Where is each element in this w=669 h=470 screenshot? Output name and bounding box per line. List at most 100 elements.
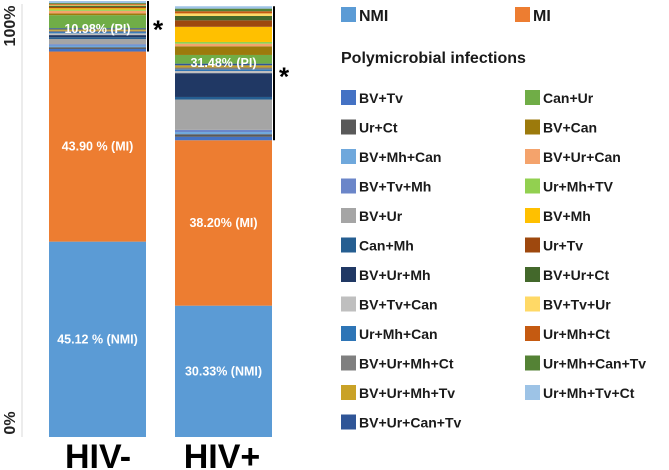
legend-label: Ur+Mh+Can+Tv [543, 356, 646, 372]
bar-segment-pi [175, 41, 272, 44]
bar-segment-pi [49, 48, 146, 52]
legend-label: BV+Ur+Can+Tv [359, 415, 462, 431]
data-label: 43.90 % (MI) [62, 140, 134, 154]
legend-label: MI [533, 8, 551, 25]
legend-label: Ur+Mh+TV [543, 179, 614, 195]
legend-label: Can+Mh [359, 238, 414, 254]
bar-segment-pi [49, 9, 146, 11]
legend-label: BV+Tv+Ur [543, 297, 611, 313]
legend: NMI MI Polymicrobial infections BV+Tv Ur+Ct B… [341, 7, 646, 431]
significance-star: * [153, 14, 164, 44]
bar-segment-pi [175, 67, 272, 70]
legend-swatch [525, 208, 540, 223]
bar-segment-pi [49, 10, 146, 14]
legend-swatch [525, 385, 540, 400]
bar-segment-pi [49, 45, 146, 48]
legend-swatch [341, 267, 356, 282]
x-tick-label: HIV- [65, 438, 131, 470]
y-tick-label: 100% [2, 6, 19, 47]
legend-swatch [515, 7, 530, 22]
legend-label: BV+Mh+Can [359, 149, 441, 165]
data-label-pi: 31.48% (PI) [190, 56, 256, 70]
legend-swatch [341, 296, 356, 312]
legend-label: BV+Ur+Mh+Tv [359, 385, 455, 401]
bar-segment-mi [175, 140, 272, 306]
legend-label: BV+Tv [359, 90, 403, 106]
legend-swatch [341, 237, 356, 253]
legend-label: BV+Can [543, 120, 597, 136]
legend-swatch [341, 178, 356, 194]
legend-label: Can+Ur [543, 90, 594, 106]
bar-segment-pi [175, 136, 272, 141]
legend-swatch [525, 296, 540, 312]
bar-segment-pi [175, 54, 272, 64]
legend-label: NMI [359, 8, 388, 25]
legend-label: Ur+Mh+Tv+Ct [543, 385, 635, 401]
legend-label: Ur+Mh+Can [359, 326, 438, 342]
bar-segment-pi [49, 29, 146, 31]
legend-label: BV+Tv+Mh [359, 179, 431, 195]
legend-swatch [525, 90, 540, 105]
legend-swatch [341, 7, 356, 22]
legend-swatch [525, 149, 540, 164]
bar-segment-pi [175, 129, 272, 133]
bar-segment-pi [175, 13, 272, 16]
bar-segment-pi [175, 26, 272, 42]
bar-segment-pi [49, 1, 146, 4]
legend-swatch [525, 326, 540, 341]
legend-swatch [341, 208, 356, 223]
bar-segment-pi [175, 20, 272, 27]
bar-segment-pi [175, 134, 272, 137]
bar-segment-pi [175, 69, 272, 71]
legend-swatch [525, 119, 540, 135]
bar-segment-pi [49, 5, 146, 7]
x-tick-label: HIV+ [184, 438, 261, 470]
legend-label: Ur+Ct [359, 120, 398, 136]
bar-segment-pi [175, 63, 272, 66]
legend-swatch [525, 178, 540, 194]
significance-layer: ** [147, 1, 290, 141]
bar-segment-pi [175, 65, 272, 68]
legend-label: BV+Tv+Can [359, 297, 438, 313]
bar-segment-pi [49, 30, 146, 33]
bar-segment-pi [49, 38, 146, 45]
legend-swatch [341, 355, 356, 371]
data-labels-layer: 45.12 % (NMI) 30.33% (NMI) 43.90 % (MI) 38.… [57, 22, 262, 378]
data-label: 30.33% (NMI) [185, 364, 262, 378]
data-label: 45.12 % (NMI) [57, 332, 138, 346]
legend-label: BV+Mh [543, 208, 591, 224]
legend-label: BV+Ur+Mh [359, 267, 431, 283]
legend-swatch [525, 267, 540, 282]
axis-layer: 0% 100% HIV- HIV+ [2, 4, 260, 470]
legend-label: Ur+Tv [543, 238, 583, 254]
bar-segment-pi [49, 8, 146, 10]
bar-segment-nmi [175, 305, 272, 437]
bar-segment-pi [175, 15, 272, 21]
bar-segment-pi [49, 3, 146, 5]
y-tick-label: 0% [2, 411, 19, 434]
bar-segment-pi [49, 37, 146, 39]
legend-label: Ur+Mh+Ct [543, 326, 610, 342]
bar-segment-pi [49, 44, 146, 46]
bar-segment-pi [49, 32, 146, 34]
bar-segment-pi [175, 43, 272, 47]
bar-segment-pi [49, 47, 146, 49]
legend-swatch [341, 385, 356, 400]
bar-segment-pi [175, 8, 272, 12]
legend-swatch [341, 414, 356, 430]
bar-segment-pi [175, 132, 272, 135]
bar-segment-pi [49, 35, 146, 38]
bar-segment-pi [49, 13, 146, 16]
bar-segment-pi [49, 28, 146, 30]
legend-title: Polymicrobial infections [341, 50, 526, 67]
legend-swatch [341, 119, 356, 135]
bar-segment-pi [49, 15, 146, 29]
bar-segment-pi [175, 46, 272, 55]
bar-segment-mi [49, 51, 146, 242]
legend-label: BV+Ur+Can [543, 149, 621, 165]
legend-label: BV+Ur+Mh+Ct [359, 356, 454, 372]
data-label: 38.20% (MI) [189, 216, 257, 230]
legend-swatch [525, 355, 540, 371]
legend-label: BV+Ur [359, 208, 403, 224]
